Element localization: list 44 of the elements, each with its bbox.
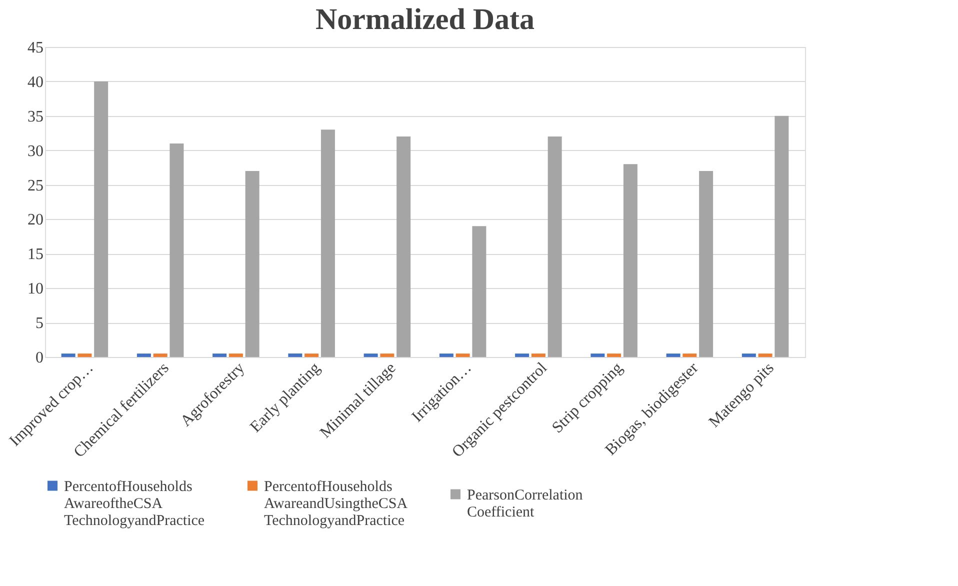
bar <box>742 354 756 357</box>
bar <box>456 354 470 357</box>
y-tick-label: 45 <box>28 40 44 56</box>
bar <box>531 354 546 357</box>
y-tick-label: 15 <box>28 246 44 264</box>
bar <box>136 354 151 357</box>
chart-title: Normalized Data <box>315 3 535 36</box>
bar <box>682 354 697 357</box>
bar <box>304 354 319 357</box>
bar <box>699 171 714 357</box>
bar <box>548 136 562 357</box>
bar <box>153 354 168 357</box>
y-tick-label: 35 <box>28 108 44 126</box>
bar <box>170 143 184 357</box>
bar <box>666 354 680 357</box>
bar <box>364 354 378 357</box>
y-tick-label: 0 <box>36 350 44 366</box>
legend-label: PercentofHouseholds AwareoftheCSA TechnologyandPractice <box>64 478 205 529</box>
bar <box>396 136 411 357</box>
bar <box>245 171 260 357</box>
bar <box>623 164 638 357</box>
y-tick-label: 20 <box>28 212 44 229</box>
bar <box>758 354 772 357</box>
bar <box>78 354 92 357</box>
bar <box>607 354 622 357</box>
legend-label: PearsonCorrelation Coefficient <box>467 487 584 520</box>
bar <box>320 130 335 357</box>
bar <box>439 354 454 357</box>
bar <box>94 81 108 357</box>
legend-label: PercentofHouseholds AwareandUsingtheCSA TechnologyandPractice <box>264 478 408 529</box>
bar <box>288 354 302 357</box>
y-tick-label: 40 <box>28 74 44 91</box>
bar <box>774 116 789 357</box>
bar <box>590 354 605 357</box>
y-tick-label: 30 <box>28 142 44 160</box>
bar <box>228 354 243 357</box>
y-tick-label: 25 <box>28 177 44 194</box>
bar <box>515 354 530 357</box>
bar <box>472 226 486 357</box>
bar <box>212 354 227 357</box>
bar <box>380 354 394 357</box>
y-tick-label: 5 <box>36 315 44 332</box>
bar <box>61 354 76 357</box>
y-tick-label: 10 <box>28 280 44 298</box>
